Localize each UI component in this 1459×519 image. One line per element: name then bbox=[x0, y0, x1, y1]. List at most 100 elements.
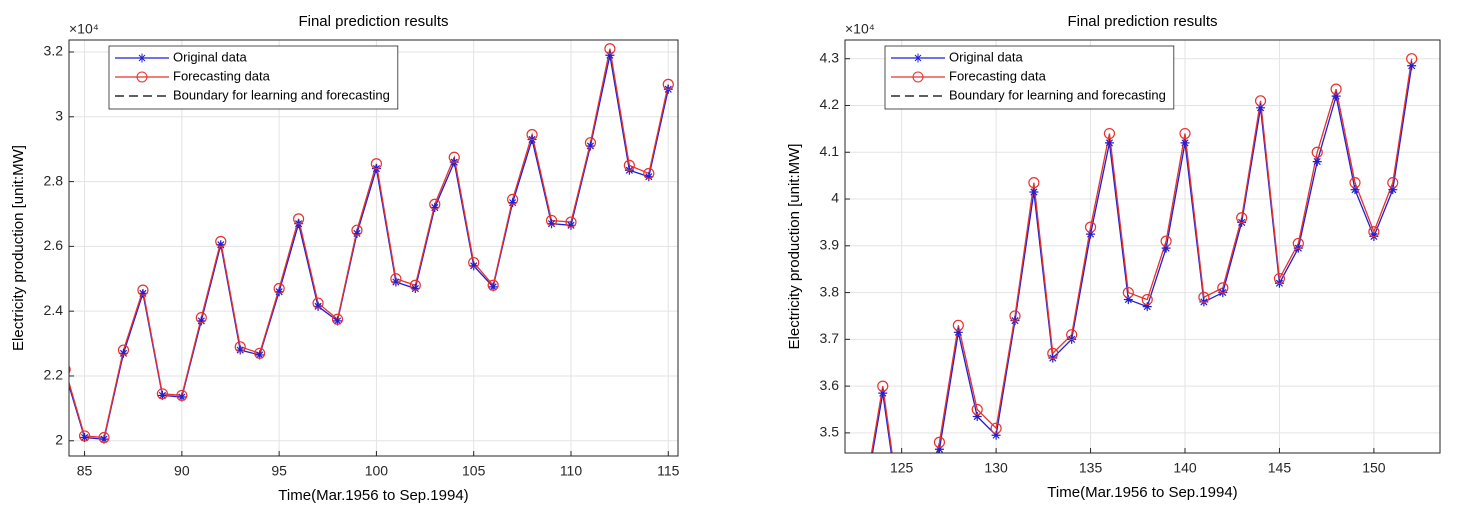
marker bbox=[69, 365, 71, 374]
marker bbox=[1180, 138, 1190, 148]
marker bbox=[216, 240, 226, 250]
axes-box bbox=[844, 39, 1441, 454]
marker bbox=[859, 493, 869, 503]
marker bbox=[1254, 95, 1267, 107]
marker bbox=[352, 228, 362, 238]
y-tick-label: 2 bbox=[55, 431, 63, 447]
marker bbox=[1179, 127, 1191, 140]
chart: 85 90 95 100 105 110 115 2 2.2 2.4 2.6 2.8 3 3.2 Final… bbox=[10, 13, 680, 504]
marker bbox=[469, 261, 479, 271]
marker bbox=[1311, 146, 1323, 158]
y-tick-label: 2.2 bbox=[44, 367, 64, 383]
y-axis-label: Electricity production [unit:MW] bbox=[10, 145, 27, 351]
y-tick-label: 2.8 bbox=[44, 172, 64, 188]
legend-label: Original data bbox=[949, 49, 1023, 64]
y-axis-label: Electricity production [unit:MW] bbox=[786, 144, 803, 350]
marker bbox=[292, 213, 305, 225]
marker bbox=[934, 444, 944, 453]
legend-label: Forecasting data bbox=[949, 68, 1047, 83]
marker bbox=[274, 287, 284, 297]
x-tick-label: 145 bbox=[1268, 460, 1292, 476]
marker bbox=[1103, 127, 1116, 140]
marker bbox=[80, 433, 90, 443]
marker bbox=[545, 214, 558, 227]
marker bbox=[487, 279, 499, 291]
marker bbox=[605, 50, 615, 60]
x-axis-label: Time(Mar.1956 to Sep.1994) bbox=[278, 487, 468, 504]
x-tick-label: 90 bbox=[174, 463, 190, 479]
marker bbox=[566, 220, 576, 230]
marker bbox=[448, 151, 460, 163]
marker bbox=[255, 350, 265, 360]
y-tick-label: 4 bbox=[831, 190, 839, 206]
marker bbox=[971, 403, 983, 416]
marker bbox=[1331, 91, 1341, 101]
marker bbox=[390, 273, 402, 285]
x-tick-label: 115 bbox=[657, 463, 680, 479]
marker bbox=[78, 430, 91, 442]
marker bbox=[1161, 243, 1171, 253]
x-tick-label: 95 bbox=[271, 463, 287, 479]
x-tick-label: 150 bbox=[1362, 460, 1386, 476]
marker bbox=[953, 327, 963, 337]
marker bbox=[1407, 61, 1417, 71]
marker bbox=[991, 430, 1001, 440]
marker bbox=[1160, 235, 1172, 247]
y-tick-label: 2.4 bbox=[44, 302, 64, 318]
marker bbox=[351, 224, 363, 236]
x-tick-label: 135 bbox=[1079, 460, 1103, 476]
marker bbox=[1123, 295, 1133, 305]
marker bbox=[138, 288, 148, 298]
marker bbox=[1350, 185, 1360, 195]
legend: Original data Forecasting data Boundary fo… bbox=[108, 45, 399, 110]
marker bbox=[235, 345, 245, 355]
series-line bbox=[69, 48, 669, 439]
chart-title: Final prediction results bbox=[298, 13, 448, 30]
marker bbox=[312, 297, 324, 309]
legend-marker bbox=[913, 53, 923, 63]
marker bbox=[215, 235, 227, 248]
marker bbox=[1273, 272, 1286, 285]
marker bbox=[99, 434, 109, 444]
x-tick-label: 110 bbox=[560, 463, 583, 479]
marker bbox=[176, 389, 188, 402]
marker bbox=[156, 388, 168, 400]
x-tick-label: 85 bbox=[77, 463, 93, 479]
marker bbox=[1142, 302, 1152, 312]
marker bbox=[1368, 226, 1380, 238]
marker bbox=[177, 392, 187, 402]
marker bbox=[972, 412, 982, 422]
marker bbox=[370, 158, 383, 170]
marker bbox=[1009, 310, 1021, 322]
y-multiplier: ×10⁴ bbox=[69, 21, 99, 37]
marker bbox=[1028, 177, 1040, 189]
y-tick-label: 2.6 bbox=[44, 237, 64, 253]
marker bbox=[643, 167, 655, 180]
legend-marker bbox=[136, 71, 148, 83]
legend-marker bbox=[137, 53, 147, 63]
marker bbox=[254, 347, 266, 359]
marker bbox=[604, 43, 616, 55]
marker bbox=[859, 499, 868, 508]
marker bbox=[1349, 177, 1361, 189]
plot bbox=[69, 43, 674, 444]
marker bbox=[990, 422, 1002, 434]
x-tick-label: 125 bbox=[890, 460, 914, 476]
marker bbox=[468, 256, 480, 269]
y-tick-label: 4.2 bbox=[820, 96, 840, 112]
marker bbox=[331, 313, 344, 325]
x-tick-label: 100 bbox=[365, 463, 389, 479]
series-line bbox=[871, 65, 1413, 453]
axes-box bbox=[68, 39, 679, 457]
marker bbox=[662, 78, 674, 90]
marker bbox=[547, 219, 557, 229]
marker bbox=[1387, 177, 1399, 189]
legend-marker bbox=[912, 71, 924, 83]
marker bbox=[1029, 187, 1039, 197]
marker bbox=[1236, 212, 1248, 224]
marker bbox=[1312, 157, 1322, 167]
series-line bbox=[870, 58, 1413, 453]
marker bbox=[137, 284, 149, 296]
marker bbox=[933, 436, 946, 448]
marker bbox=[117, 344, 130, 356]
